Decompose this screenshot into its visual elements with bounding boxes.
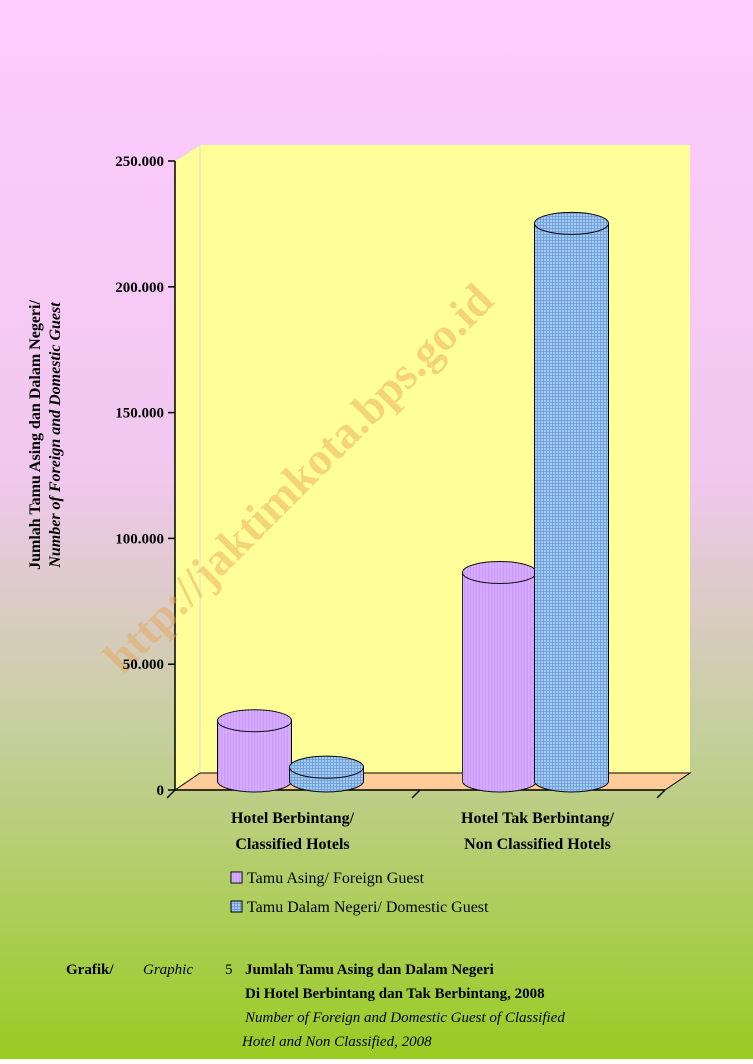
caption: Grafik/ Graphic 5 Jumlah Tamu Asing dan … (66, 962, 565, 1050)
side-wall (174, 144, 201, 791)
x-tick (411, 789, 421, 799)
y-tick-label: 250.000 (115, 154, 164, 170)
cylinder-texture (534, 223, 609, 792)
caption-number: 5 (225, 962, 233, 978)
back-wall (200, 145, 690, 773)
caption-subtitle: Hotel and Non Classified, 2008 (241, 1034, 432, 1050)
caption-title: Di Hotel Berbintang dan Tak Berbintang, … (245, 986, 545, 1002)
x-tick-label: Non Classified Hotels (464, 836, 611, 853)
x-tick (166, 789, 176, 799)
caption-title: Jumlah Tamu Asing dan Dalam Negeri (245, 962, 494, 978)
cylinder-top-texture (462, 561, 537, 584)
cylinder (462, 561, 537, 793)
legend-swatch-texture (231, 872, 242, 883)
caption-prefix: Grafik/ (66, 962, 114, 978)
legend-swatch-texture (231, 901, 242, 912)
cylinder (289, 755, 364, 793)
y-tick-label: 50.000 (123, 657, 164, 673)
x-tick (656, 789, 666, 799)
y-tick-label: 0 (157, 783, 165, 799)
y-tick-label: 100.000 (115, 531, 164, 547)
y-axis-label: Number of Foreign and Domestic Guest (47, 302, 64, 569)
x-tick-label: Classified Hotels (235, 836, 349, 853)
y-tick-label: 200.000 (115, 280, 164, 296)
cylinder (534, 211, 609, 793)
cylinder (217, 709, 292, 793)
cylinder-texture (217, 720, 292, 792)
cylinder-top-texture (217, 709, 292, 732)
caption-prefix-italic: Graphic (143, 962, 193, 978)
y-axis-label: Jumlah Tamu Asing dan Dalam Negeri/ (27, 300, 44, 570)
legend-label: Tamu Dalam Negeri/ Domestic Guest (247, 899, 489, 916)
legend-label: Tamu Asing/ Foreign Guest (247, 870, 425, 887)
cylinder-top-texture (534, 212, 609, 235)
cylinder-top-texture (289, 756, 364, 779)
caption-subtitle: Number of Foreign and Domestic Guest of … (244, 1010, 565, 1026)
cylinder-texture (462, 572, 537, 792)
x-tick-label: Hotel Berbintang/ (231, 810, 355, 827)
y-tick-label: 150.000 (115, 406, 164, 422)
x-tick-label: Hotel Tak Berbintang/ (461, 810, 614, 827)
